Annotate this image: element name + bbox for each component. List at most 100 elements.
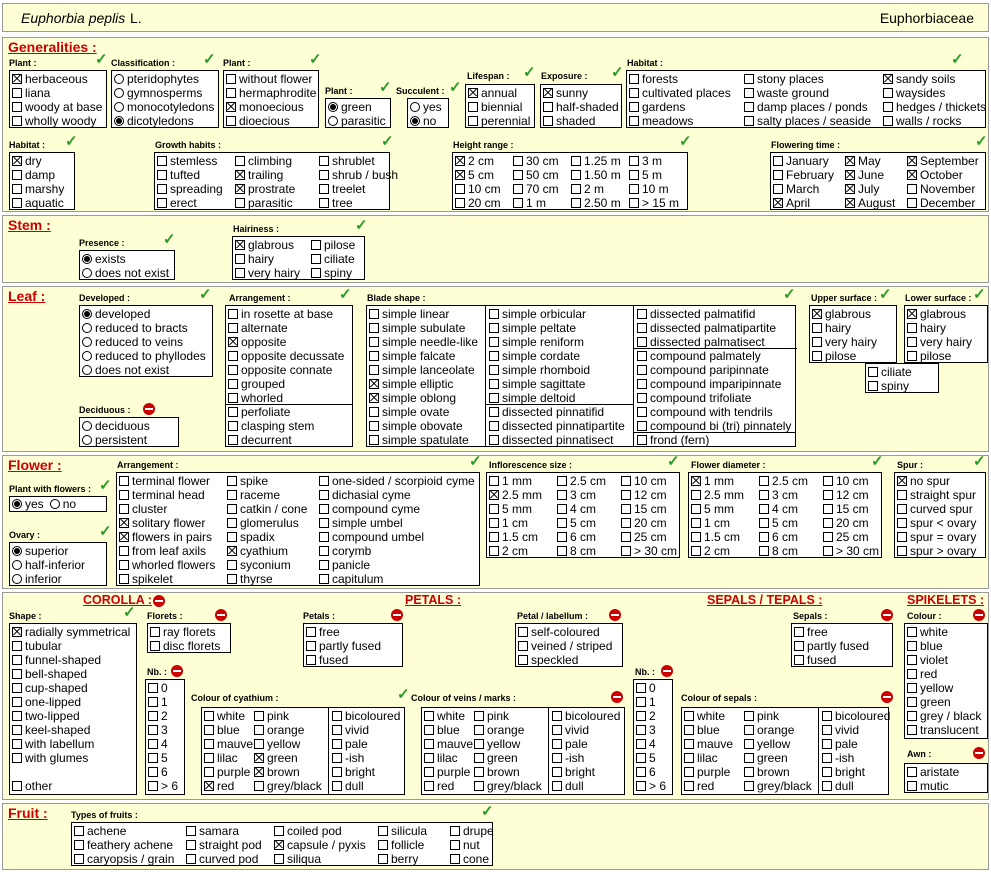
option-white[interactable]: white — [684, 709, 725, 723]
option-thyrse[interactable]: thyrse — [227, 572, 273, 586]
option-grey-black[interactable]: grey / black — [907, 709, 981, 723]
option-speckled[interactable]: speckled — [518, 653, 578, 667]
option-trailing[interactable]: trailing — [235, 168, 283, 182]
option-white[interactable]: white — [907, 625, 948, 639]
checkbox[interactable] — [332, 753, 342, 763]
checkbox[interactable] — [306, 655, 316, 665]
option-20-cm[interactable]: 20 cm — [621, 516, 667, 530]
option-15-m[interactable]: > 15 m — [629, 196, 679, 210]
option-20-cm[interactable]: 20 cm — [823, 516, 869, 530]
checkbox[interactable] — [812, 323, 822, 333]
option-grey-black[interactable]: grey/black — [474, 779, 542, 793]
checkbox[interactable] — [907, 184, 917, 194]
option-cultivated-places[interactable]: cultivated places — [629, 86, 731, 100]
option-4[interactable]: 4 — [148, 737, 168, 751]
option-grey-black[interactable]: grey/black — [744, 779, 812, 793]
radio-button[interactable] — [12, 546, 22, 556]
checkbox[interactable] — [369, 309, 379, 319]
checkbox[interactable] — [226, 116, 236, 126]
option-two-lipped[interactable]: two-lipped — [12, 709, 80, 723]
checkbox[interactable] — [883, 88, 893, 98]
option-vivid[interactable]: vivid — [332, 723, 369, 737]
checkbox[interactable] — [204, 767, 214, 777]
radio-button[interactable] — [328, 102, 338, 112]
checkbox[interactable] — [119, 532, 129, 542]
option-pilose[interactable]: pilose — [812, 349, 856, 363]
checkbox[interactable] — [759, 546, 769, 556]
checkbox[interactable] — [621, 532, 631, 542]
radio-button[interactable] — [410, 116, 420, 126]
option-blue[interactable]: blue — [424, 723, 460, 737]
checkbox[interactable] — [332, 725, 342, 735]
checkbox[interactable] — [369, 435, 379, 445]
option-parasitic[interactable]: parasitic — [235, 196, 293, 210]
checkbox[interactable] — [12, 627, 22, 637]
option-caryopsis-grain[interactable]: caryopsis / grain — [74, 852, 174, 866]
option-purple[interactable]: purple — [684, 765, 730, 779]
option-simple-linear[interactable]: simple linear — [369, 307, 449, 321]
checkbox[interactable] — [691, 532, 701, 542]
option-15-cm[interactable]: 15 cm — [621, 502, 667, 516]
checkbox[interactable] — [637, 407, 647, 417]
option-half-shaded[interactable]: half-shaded — [543, 100, 619, 114]
option-one-lipped[interactable]: one-lipped — [12, 695, 81, 709]
checkbox[interactable] — [571, 184, 581, 194]
radio-button[interactable] — [114, 88, 124, 98]
option-monocotyledons[interactable]: monocotyledons — [114, 100, 214, 114]
checkbox[interactable] — [907, 767, 917, 777]
checkbox[interactable] — [518, 641, 528, 651]
option-decurrent[interactable]: decurrent — [228, 433, 292, 447]
checkbox[interactable] — [227, 560, 237, 570]
checkbox[interactable] — [691, 476, 701, 486]
radio-button[interactable] — [114, 102, 124, 112]
checkbox[interactable] — [228, 393, 238, 403]
checkbox[interactable] — [621, 504, 631, 514]
checkbox[interactable] — [571, 198, 581, 208]
checkbox[interactable] — [897, 532, 907, 542]
checkbox[interactable] — [228, 309, 238, 319]
checkbox[interactable] — [228, 365, 238, 375]
option-no[interactable]: no — [410, 114, 436, 128]
checkbox[interactable] — [119, 546, 129, 556]
option-partly-fused[interactable]: partly fused — [306, 639, 381, 653]
option-ciliate[interactable]: ciliate — [311, 252, 355, 266]
checkbox[interactable] — [228, 351, 238, 361]
option-samara[interactable]: samara — [186, 824, 239, 838]
option-coiled-pod[interactable]: coiled pod — [274, 824, 342, 838]
checkbox[interactable] — [474, 767, 484, 777]
option-simple-oblong[interactable]: simple oblong — [369, 391, 456, 405]
checkbox[interactable] — [306, 641, 316, 651]
option-glabrous[interactable]: glabrous — [235, 238, 294, 252]
checkbox[interactable] — [369, 379, 379, 389]
checkbox[interactable] — [822, 753, 832, 763]
option-lilac[interactable]: lilac — [204, 751, 238, 765]
option-4-cm[interactable]: 4 cm — [557, 502, 596, 516]
checkbox[interactable] — [684, 725, 694, 735]
option-dry[interactable]: dry — [12, 154, 42, 168]
checkbox[interactable] — [744, 711, 754, 721]
option-dichasial-cyme[interactable]: dichasial cyme — [319, 488, 411, 502]
option-grouped[interactable]: grouped — [228, 377, 285, 391]
option-2-5-cm[interactable]: 2.5 cm — [557, 474, 606, 488]
checkbox[interactable] — [12, 669, 22, 679]
option-green[interactable]: green — [474, 751, 518, 765]
option-persistent[interactable]: persistent — [82, 433, 147, 447]
radio-button[interactable] — [328, 116, 338, 126]
checkbox[interactable] — [552, 711, 562, 721]
option-opposite-decussate[interactable]: opposite decussate — [228, 349, 344, 363]
option-yellow[interactable]: yellow — [907, 681, 953, 695]
option-grey-black[interactable]: grey/black — [254, 779, 322, 793]
checkbox[interactable] — [12, 170, 22, 180]
checkbox[interactable] — [552, 767, 562, 777]
option-dissected-pinnatipartite[interactable]: dissected pinnatipartite — [489, 419, 625, 433]
checkbox[interactable] — [822, 725, 832, 735]
option-10-cm[interactable]: 10 cm — [823, 474, 869, 488]
option-compound-with-tendrils[interactable]: compound with tendrils — [637, 405, 773, 419]
checkbox[interactable] — [489, 504, 499, 514]
option-capitulum[interactable]: capitulum — [319, 572, 383, 586]
checkbox[interactable] — [148, 711, 158, 721]
option-glabrous[interactable]: glabrous — [812, 307, 871, 321]
checkbox[interactable] — [823, 546, 833, 556]
checkbox[interactable] — [557, 518, 567, 528]
option-dissected-pinnatisect[interactable]: dissected pinnatisect — [489, 433, 613, 447]
